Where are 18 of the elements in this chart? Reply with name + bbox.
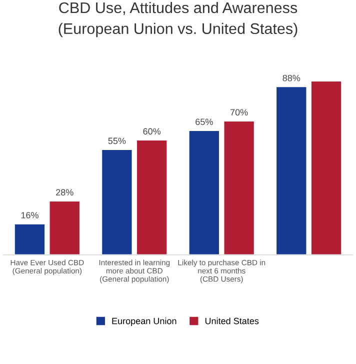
bar (189, 130, 219, 255)
bar (137, 140, 167, 255)
bar (14, 224, 45, 255)
data-label: 65% (196, 118, 213, 126)
bar (311, 81, 342, 255)
data-label: 60% (143, 128, 161, 135)
data-label: 16% (21, 212, 38, 218)
data-label: 55% (108, 138, 126, 144)
bar (50, 201, 80, 255)
legend-label: European Union (112, 318, 176, 326)
legend-label: United States (205, 318, 259, 324)
bar (102, 150, 132, 255)
chart-title: CBD Use, Attitudes and Awareness (European Union vs. United States) (58, 2, 298, 38)
bar (276, 87, 306, 255)
data-label: 88% (282, 74, 300, 82)
bar (224, 121, 254, 255)
data-label: 28% (56, 189, 74, 196)
data-label: 70% (230, 109, 248, 116)
